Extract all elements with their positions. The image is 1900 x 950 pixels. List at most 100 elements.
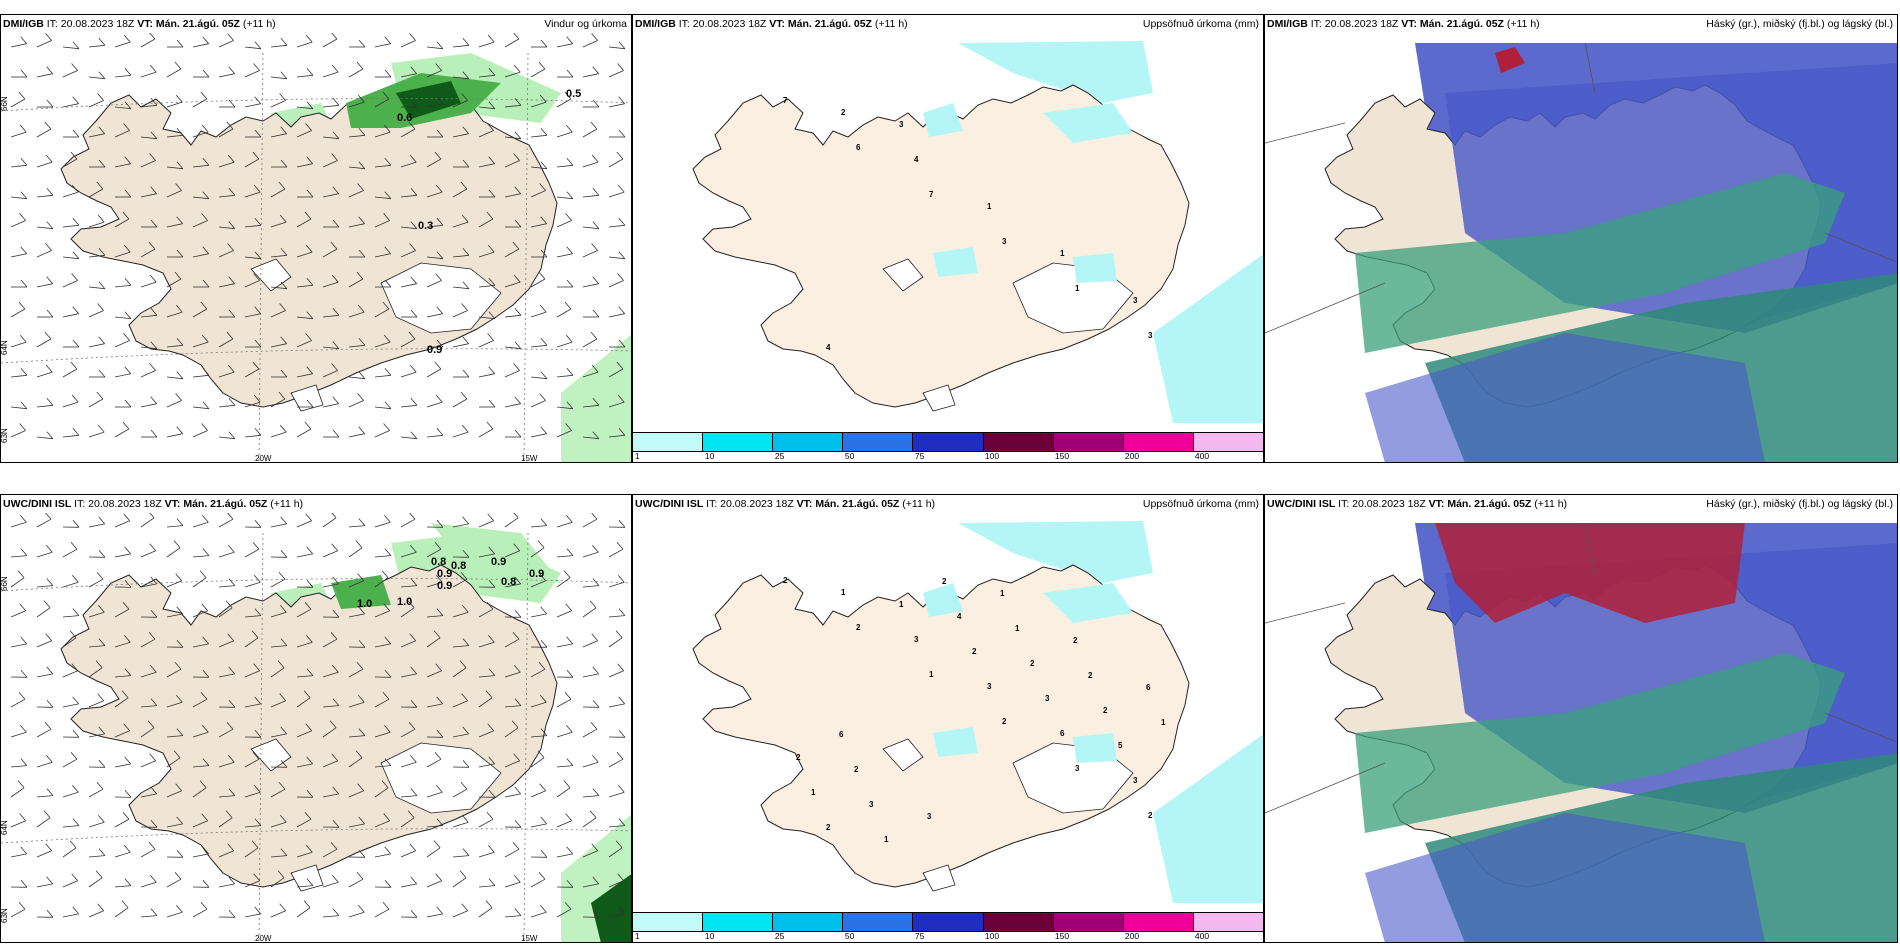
accum-area — [923, 583, 963, 617]
accum-value-label: 1 — [1000, 589, 1005, 598]
accum-value-label: 1 — [1161, 718, 1166, 727]
panel-uwc-cloud: UWC/DINI ISL IT: 20.08.2023 18Z VT: Mán.… — [1264, 494, 1898, 943]
colorbar-tick: 100 — [984, 931, 1000, 941]
colorbar-tick: 75 — [914, 931, 925, 941]
accum-value-label: 2 — [1073, 636, 1078, 645]
axis-label: 15W — [521, 934, 538, 943]
model-name: UWC/DINI ISL — [1267, 498, 1336, 510]
colorbar-swatch — [1193, 433, 1263, 451]
colorbar-tick: 200 — [1124, 931, 1140, 941]
accum-value-label: 2 — [1002, 717, 1007, 726]
precip-value-label: 0.9 — [437, 580, 452, 592]
glacier-myrdalsjokull — [290, 864, 324, 892]
colorbar-swatch — [773, 433, 844, 451]
colorbar-tick: 100 — [984, 451, 1000, 461]
valid-time: VT: Mán. 21.ágú. 05Z — [769, 18, 872, 30]
panel-uwc-accum: UWC/DINI ISL IT: 20.08.2023 18Z VT: Mán.… — [632, 494, 1264, 943]
init-time: IT: 20.08.2023 18Z — [71, 498, 165, 510]
accum-value-label: 2 — [942, 577, 947, 586]
axis-label: 64N — [1, 820, 9, 835]
low-cloud — [1355, 173, 1845, 353]
lead-time: (+11 h) — [871, 18, 908, 30]
panel-header: UWC/DINI ISL IT: 20.08.2023 18Z VT: Mán.… — [1, 495, 631, 513]
glacier-vatnajokull — [380, 262, 502, 334]
valid-time: VT: Mán. 21.ágú. 05Z — [1428, 498, 1532, 510]
accum-value-label: 3 — [1045, 694, 1050, 703]
colorbar-swatch — [773, 913, 844, 931]
panel-header: UWC/DINI ISL IT: 20.08.2023 18Z VT: Mán.… — [633, 495, 1263, 513]
iceland-land — [60, 564, 558, 888]
cirrus-dense — [1435, 523, 1745, 623]
colorbar-tick: 10 — [704, 931, 715, 941]
axis-label: 63N — [1, 908, 9, 923]
axis-label: 64N — [1, 340, 9, 355]
map: 0.5 0.6 0.9 0.3 66N 64N 63N 20W 15W — [1, 33, 631, 463]
colorbar-tick: 150 — [1054, 931, 1070, 941]
accum-value-label: 1 — [884, 835, 889, 844]
panel-title: Uppsöfnuð úrkoma (mm) — [1142, 18, 1259, 30]
low-cloud — [1355, 653, 1845, 833]
accum-value-label: 3 — [1133, 776, 1138, 785]
colorbar-swatch — [633, 433, 704, 451]
colorbar-swatch — [983, 913, 1054, 931]
accum-value-label: 2 — [783, 576, 788, 585]
accum-value-label: 6 — [839, 730, 844, 739]
wind-barbs — [10, 513, 626, 918]
colorbar-ticks: 1 10 25 50 75 100 150 200 400 — [633, 451, 1263, 462]
lead-time: (+11 h) — [1531, 498, 1568, 510]
panel-dmi-cloud: DMI/IGB IT: 20.08.2023 18Z VT: Mán. 21.á… — [1264, 14, 1898, 463]
map — [1265, 33, 1897, 462]
accum-value-label: 3 — [914, 635, 919, 644]
colorbar-tick: 75 — [914, 451, 925, 461]
cirrus-dense — [1495, 47, 1525, 73]
colorbar-ticks: 1 10 25 50 75 100 150 200 400 — [633, 931, 1263, 942]
colorbar-tick: 1 — [634, 451, 640, 461]
accum-value-label: 6 — [1146, 683, 1151, 692]
model-name: DMI/IGB — [635, 18, 676, 30]
map: 2 2 1 2 3 2 1 3 3 6 3 2 1 2 3 5 1 1 4 2 2 2 3 2 1 2 1 2 3 1 2 6 6 — [692, 521, 1263, 903]
graticule — [1, 532, 631, 942]
axis-label: 20W — [255, 934, 272, 943]
precip-value-label: 0.9 — [427, 344, 442, 356]
glacier-vatnajokull — [380, 742, 502, 814]
accum-value-label: 3 — [1002, 237, 1007, 246]
precip-value-label: 0.8 — [451, 560, 466, 572]
axis-label: 20W — [255, 454, 272, 463]
panel-title: Háský (gr.), miðský (fj.bl.) og lágský (… — [1706, 498, 1893, 510]
accum-value-label: 5 — [1118, 741, 1123, 750]
map: 7 6 7 3 1 3 2 4 1 1 3 4 3 — [692, 41, 1263, 423]
panel-uwc-wind: UWC/DINI ISL IT: 20.08.2023 18Z VT: Mán.… — [0, 494, 632, 943]
high-cloud — [1365, 813, 1765, 942]
colorbar-swatch — [703, 913, 774, 931]
colorbar-swatch — [1193, 913, 1263, 931]
colorbar-swatch — [913, 433, 984, 451]
accum-value-label: 3 — [1148, 331, 1153, 340]
lead-time: (+11 h) — [267, 498, 304, 510]
accum-value-label: 1 — [929, 670, 934, 679]
colorbar-tick: 25 — [774, 931, 785, 941]
accum-area — [1043, 583, 1133, 623]
precip-value-label: 0.9 — [529, 568, 544, 580]
colorbar-tick: 150 — [1054, 451, 1070, 461]
colorbar-swatch — [1123, 433, 1194, 451]
precip-value-label: 0.8 — [431, 556, 446, 568]
accum-value-label: 1 — [811, 788, 816, 797]
colorbar-swatch — [633, 913, 704, 931]
precip-value-label: 1.0 — [397, 596, 412, 608]
panel-dmi-wind: DMI/IGB IT: 20.08.2023 18Z VT: Mán. 21.á… — [0, 14, 632, 463]
model-name: UWC/DINI ISL — [635, 498, 704, 510]
panel-header: DMI/IGB IT: 20.08.2023 18Z VT: Mán. 21.á… — [1265, 15, 1897, 33]
panel-header: DMI/IGB IT: 20.08.2023 18Z VT: Mán. 21.á… — [633, 15, 1263, 33]
valid-time: VT: Mán. 21.ágú. 05Z — [164, 498, 268, 510]
accum-value-label: 1 — [1075, 284, 1080, 293]
colorbar-tick: 400 — [1194, 451, 1210, 461]
accum-value-label: 3 — [869, 800, 874, 809]
colorbar-tick: 50 — [844, 931, 855, 941]
boundary-lines — [1265, 522, 1897, 814]
precip-value-label: 0.5 — [566, 88, 581, 100]
precip-band — [431, 523, 561, 583]
precip-core — [396, 81, 461, 119]
accum-value-label: 3 — [927, 812, 932, 821]
colorbar-swatches — [633, 432, 1263, 452]
